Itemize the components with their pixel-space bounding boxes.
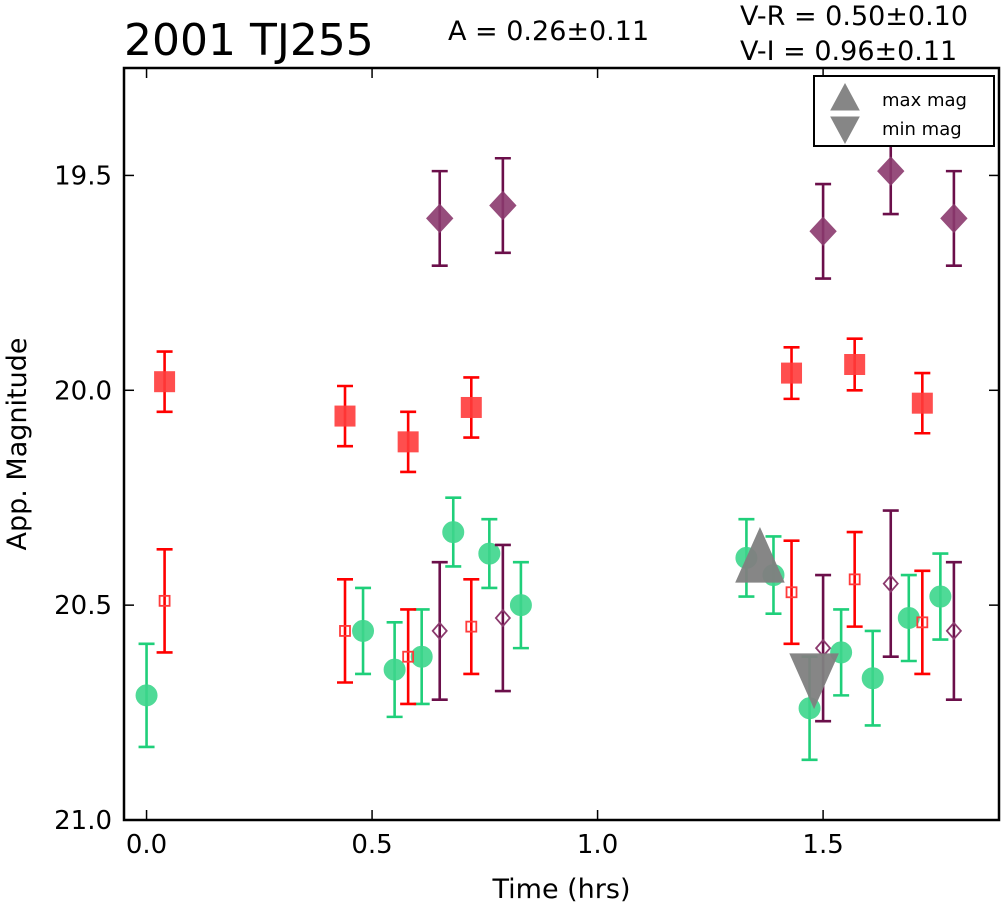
y-tick-label: 21.0 xyxy=(54,806,112,836)
v-r-annotation: V-R = 0.50±0.10 xyxy=(740,1,969,32)
legend-min-marker xyxy=(830,116,860,145)
axes: 0.0 0.5 1.0 1.5 19.5 20.0 20.5 21.0 Time (hrs) Ap… xyxy=(2,66,1001,904)
data-point xyxy=(383,658,406,681)
x-tick-label: 1.0 xyxy=(577,830,618,860)
plot-frame xyxy=(122,66,1001,822)
data-point xyxy=(882,574,899,594)
chart-title: 2001 TJ255 xyxy=(124,15,374,66)
error-bar xyxy=(431,560,448,701)
error-bar xyxy=(914,569,931,676)
data-point xyxy=(465,620,478,633)
data-point xyxy=(397,431,419,453)
y-tick-label: 20.0 xyxy=(54,376,112,406)
data-point xyxy=(352,619,375,642)
data-point xyxy=(410,645,433,668)
amplitude-annotation: A = 0.26±0.11 xyxy=(448,16,650,47)
error-bar xyxy=(882,509,899,659)
error-bar xyxy=(400,608,417,706)
data-point xyxy=(929,585,952,608)
data-point xyxy=(402,650,415,663)
legend: max mag min mag xyxy=(813,75,995,147)
data-point xyxy=(478,542,501,565)
error-bar xyxy=(945,560,962,701)
y-tick-label: 20.5 xyxy=(54,591,112,621)
data-point xyxy=(489,190,517,221)
data-point xyxy=(431,621,448,641)
data-point xyxy=(844,354,866,376)
data-point xyxy=(781,362,803,384)
data-point xyxy=(158,594,171,607)
data-point xyxy=(809,216,837,247)
error-bar xyxy=(783,539,800,646)
data-point xyxy=(877,156,905,186)
error-bar xyxy=(337,578,354,684)
error-bar xyxy=(494,543,511,693)
v-i-annotation: V-I = 0.96±0.11 xyxy=(740,36,958,67)
y-tick-label: 19.5 xyxy=(54,161,112,191)
y-axis-label: App. Magnitude xyxy=(2,338,33,551)
x-tick-label: 0.0 xyxy=(126,830,167,860)
data-point xyxy=(785,586,798,599)
x-tick-label: 1.5 xyxy=(802,830,843,860)
data-point xyxy=(426,203,454,234)
legend-label: min mag xyxy=(882,119,962,140)
data-point xyxy=(911,392,933,414)
data-point xyxy=(940,203,968,234)
data-point xyxy=(334,405,356,427)
error-bar xyxy=(815,573,832,723)
data-point xyxy=(861,667,884,690)
data-marks xyxy=(135,126,968,762)
x-axis-label: Time (hrs) xyxy=(491,874,630,904)
data-point xyxy=(494,608,512,628)
data-point xyxy=(848,573,861,586)
data-point xyxy=(789,653,839,710)
data-point xyxy=(916,616,929,629)
data-point xyxy=(735,526,785,583)
data-point xyxy=(339,625,351,637)
data-point xyxy=(154,371,176,393)
legend-max-marker xyxy=(830,82,860,111)
data-point xyxy=(460,396,482,418)
error-bar xyxy=(463,578,480,676)
legend-label: max mag xyxy=(882,90,967,111)
error-bar xyxy=(156,547,173,654)
data-point xyxy=(945,621,963,641)
x-tick-label: 0.5 xyxy=(351,830,392,860)
data-point xyxy=(509,594,532,617)
data-point xyxy=(135,684,158,707)
data-point xyxy=(897,607,920,630)
data-point xyxy=(442,521,465,544)
error-bar xyxy=(846,530,863,628)
